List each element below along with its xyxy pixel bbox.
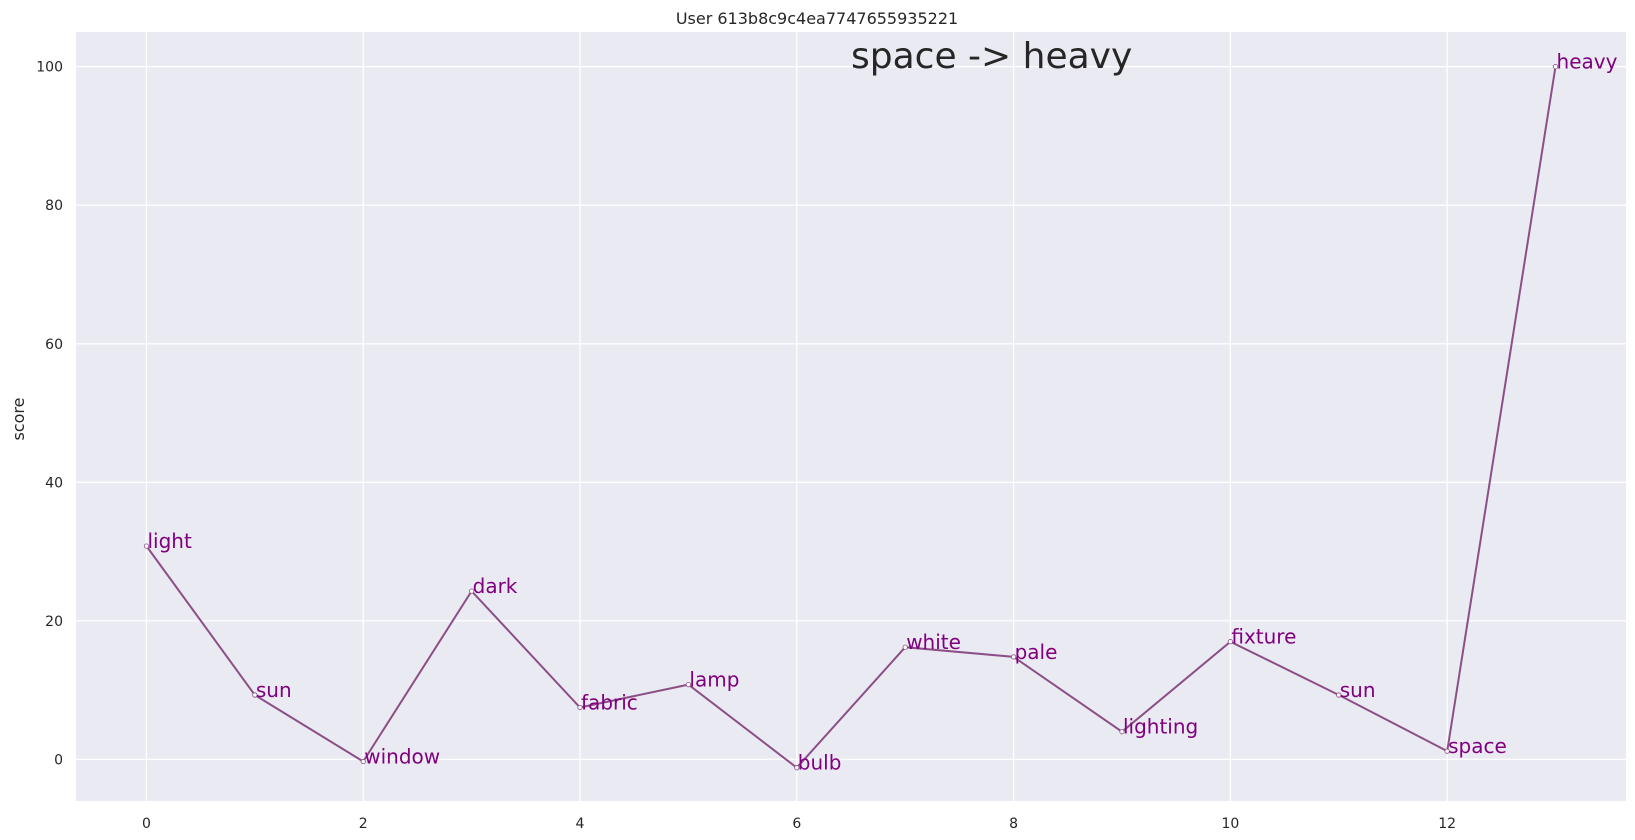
data-point [1552,64,1559,70]
point-label: bulb [798,751,842,775]
data-point [1119,729,1125,735]
point-label: sun [1340,678,1376,702]
y-tick-label: 100 [36,60,63,76]
x-tick-label: 4 [576,816,585,832]
x-tick-label: 10 [1221,816,1239,832]
data-point [685,682,692,688]
y-tick-label: 60 [45,337,63,353]
x-tick-label: 0 [142,816,151,832]
point-label: lighting [1123,715,1198,739]
point-label: light [147,529,191,553]
data-point [469,588,475,594]
data-points [143,64,1559,771]
x-tick-labels: 0 2 4 6 8 10 12 [142,816,1456,832]
point-label: lamp [689,668,739,692]
point-label: sun [256,678,292,702]
y-tick-labels: 0 20 40 60 80 100 [36,60,63,769]
y-tick-label: 80 [45,198,63,214]
data-point [1010,654,1017,660]
chart-title: User 613b8c9c4ea7747655935221 [676,9,958,28]
y-tick-label: 20 [45,614,63,630]
data-point [577,704,583,711]
plot-area [76,32,1626,801]
data-point [143,543,150,549]
x-tick-label: 12 [1438,816,1456,832]
data-point [1336,692,1342,698]
x-tick-label: 2 [359,816,368,832]
point-label: heavy [1557,50,1618,74]
y-axis-label: score [9,398,28,441]
point-label: white [906,630,961,654]
point-label: fabric [581,690,638,714]
point-label: fixture [1231,625,1296,649]
point-label: pale [1015,640,1058,664]
grid-lines [76,32,1626,801]
point-label: dark [473,574,518,598]
y-tick-label: 0 [54,752,63,768]
point-label: window [364,745,440,769]
y-tick-label: 40 [45,475,63,491]
data-point [902,644,908,650]
data-point [360,758,366,765]
point-label: space [1448,734,1507,758]
data-point [252,692,258,698]
data-point [1444,748,1450,754]
x-tick-label: 6 [792,816,801,832]
x-tick-label: 8 [1009,816,1018,832]
series-line [145,66,1557,770]
data-point [1227,639,1233,645]
data-point [794,765,800,771]
point-labels: light sun window dark fabric lamp bulb white pal… [147,50,1617,775]
chart-annotation: space -> heavy [851,36,1132,77]
